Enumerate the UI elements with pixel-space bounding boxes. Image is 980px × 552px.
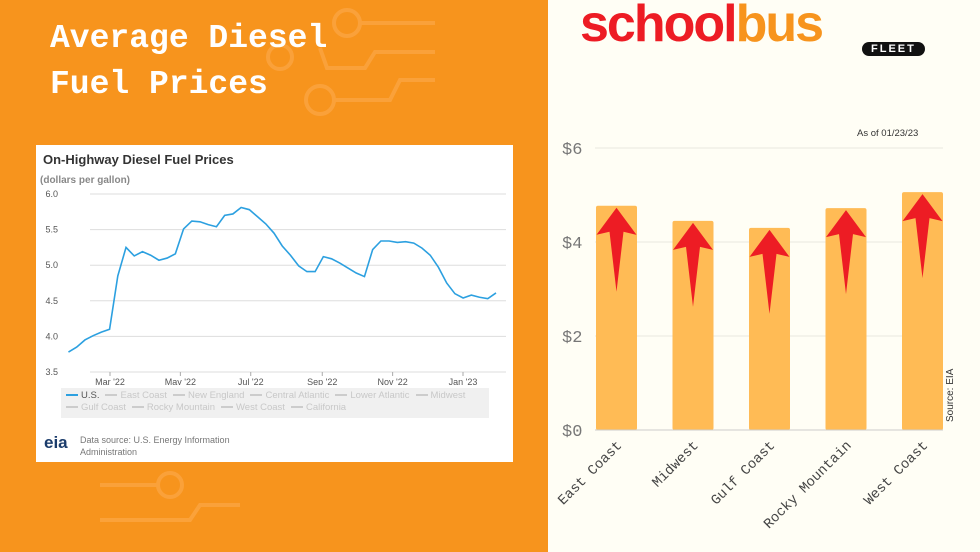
legend-swatch	[250, 394, 263, 397]
page-title-line1: Average Diesel	[50, 20, 328, 57]
x-tick-label: Jan '23	[449, 377, 478, 385]
arrow-up-icon	[902, 194, 943, 279]
category-label: West Coast	[861, 438, 932, 509]
legend-swatch	[290, 406, 303, 409]
arrow-up-icon	[749, 229, 790, 314]
page-title-line2: Fuel Prices	[50, 66, 268, 103]
legend-swatch	[415, 394, 428, 397]
legend-item[interactable]: Gulf Coast	[66, 402, 126, 413]
legend-swatch	[221, 406, 234, 409]
legend-item[interactable]: U.S.	[66, 390, 99, 401]
legend-label: U.S.	[81, 390, 100, 401]
category-label: East Coast	[555, 438, 626, 509]
legend-swatch	[172, 394, 185, 397]
arrow-up-icon	[596, 207, 637, 292]
source-label: Source: EIA	[945, 368, 956, 422]
left-panel: Average Diesel Fuel Prices On-Highway Di…	[0, 0, 548, 552]
y-tick-label: $6	[562, 141, 582, 160]
y-tick-label: 5.5	[45, 225, 58, 235]
y-tick-label: $2	[562, 329, 582, 348]
legend-label: West Coast	[236, 402, 285, 413]
eia-line-chart-card: On-Highway Diesel Fuel Prices (dollars p…	[36, 145, 513, 462]
circuit-decoration	[100, 8, 435, 522]
y-tick-label: 4.5	[45, 296, 58, 306]
legend-label: Rocky Mountain	[146, 402, 216, 413]
bar	[749, 227, 790, 430]
legend-item[interactable]: Central Atlantic	[250, 390, 329, 401]
legend-label: Lower Atlantic	[350, 390, 410, 401]
bar	[902, 192, 943, 430]
data-source: Data source: U.S. Energy Information Adm…	[80, 435, 230, 457]
category-label: Midwest	[650, 438, 703, 491]
y-tick-label: 4.0	[45, 331, 58, 341]
legend-swatch	[335, 394, 348, 397]
x-tick-label: Jul '22	[238, 377, 264, 385]
y-tick-label: 5.0	[45, 260, 58, 270]
as-of-date: As of 01/23/23	[857, 128, 919, 139]
line-chart: 6.0 5.5 5.0 4.5 4.0 3.5 Mar '22 May '22 Jul '22 S…	[45, 189, 506, 385]
y-tick-label: 3.5	[45, 367, 58, 377]
legend-label: East Coast	[120, 390, 167, 401]
legend-swatch	[131, 406, 144, 409]
legend-item[interactable]: East Coast	[105, 390, 167, 401]
legend-label: California	[305, 402, 347, 413]
legend-item[interactable]: New England	[172, 390, 245, 401]
y-tick-label: $4	[562, 235, 582, 254]
bar	[596, 205, 637, 430]
schoolbus-fleet-logo: schoolbus	[580, 0, 824, 53]
chart-legend: U.S. East Coast New England Central Atlanti…	[61, 388, 489, 418]
chart-title: On-Highway Diesel Fuel Prices	[43, 152, 234, 167]
legend-label: Gulf Coast	[81, 402, 126, 413]
x-tick-label: Mar '22	[95, 377, 125, 385]
legend-label: New England	[187, 390, 245, 401]
x-tick-label: Nov '22	[378, 377, 408, 385]
legend-swatch	[105, 394, 118, 397]
arrow-up-icon	[673, 222, 713, 307]
legend-swatch	[66, 406, 78, 409]
legend-item[interactable]: Midwest	[415, 390, 466, 401]
arrow-up-icon	[826, 210, 866, 295]
fleet-badge: FLEET	[862, 42, 925, 56]
legend-label: Midwest	[430, 390, 466, 401]
y-axis-label: (dollars per gallon)	[40, 175, 131, 186]
eia-logo: eia	[44, 433, 68, 452]
bar	[825, 208, 867, 430]
bar	[672, 220, 714, 430]
x-tick-label: May '22	[165, 377, 196, 385]
legend-label: Central Atlantic	[265, 390, 330, 401]
legend-swatch	[66, 394, 78, 397]
legend-item[interactable]: Rocky Mountain	[131, 402, 216, 413]
us-series-line	[68, 206, 497, 353]
legend-item[interactable]: West Coast	[221, 402, 285, 413]
x-tick-label: Sep '22	[307, 377, 337, 385]
category-label: Gulf Coast	[708, 438, 779, 509]
y-tick-label: 6.0	[45, 189, 58, 199]
legend-item[interactable]: Lower Atlantic	[335, 390, 410, 401]
legend-item[interactable]: California	[290, 402, 347, 413]
y-tick-label: $0	[562, 423, 582, 442]
